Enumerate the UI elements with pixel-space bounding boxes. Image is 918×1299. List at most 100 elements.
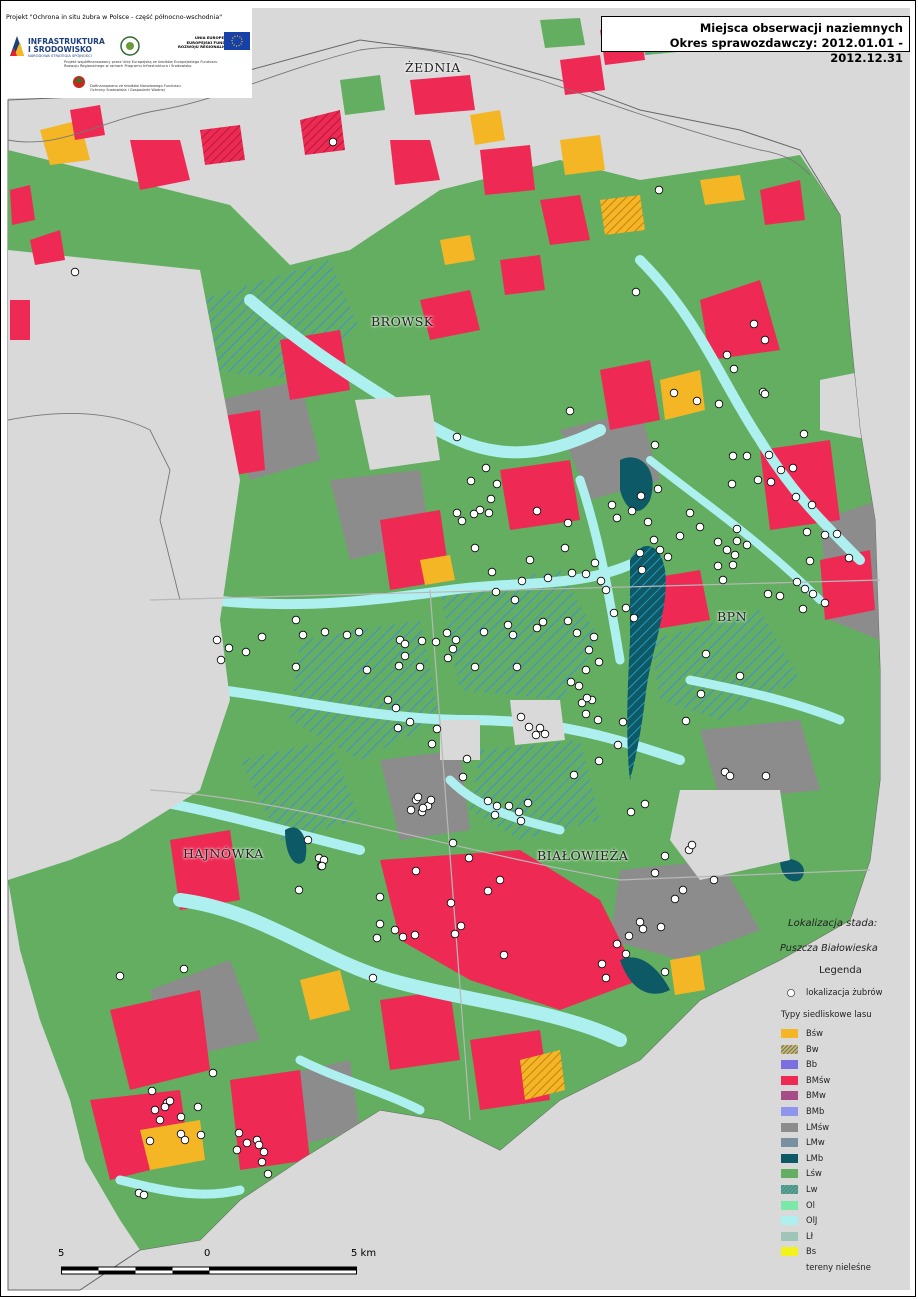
bison-location-point (180, 1135, 190, 1145)
bison-location-point (722, 350, 732, 360)
cofinance-text: Projekt współfinansowany przez Unię Euro… (64, 60, 218, 69)
bison-location-point (499, 950, 509, 960)
bison-location-point (776, 465, 786, 475)
map-title-box: Miejsca obserwacji naziemnych Okres spra… (601, 16, 910, 65)
bison-location-point (654, 185, 664, 195)
legend-item: Ol (781, 1199, 911, 1211)
bison-location-point (452, 508, 462, 518)
legend-swatch (781, 1169, 798, 1179)
bison-location-point (70, 267, 80, 277)
bison-location-point (567, 568, 577, 578)
bison-location-point (569, 770, 579, 780)
bison-dot-icon (787, 989, 795, 997)
bison-location-point (483, 886, 493, 896)
bison-location-point (375, 919, 385, 929)
bison-location-point (655, 545, 665, 555)
legend-label: Lł (806, 1230, 814, 1241)
bison-location-point (368, 973, 378, 983)
bison-location-point (147, 1086, 157, 1096)
bison-location-point (612, 513, 622, 523)
bison-location-point (298, 630, 308, 640)
legend-label: BMb (806, 1106, 825, 1116)
bison-location-point (732, 524, 742, 534)
bison-location-point (139, 1190, 149, 1200)
bison-location-point (753, 475, 763, 485)
bison-location-point (799, 429, 809, 439)
legend-swatch (781, 1138, 798, 1148)
bison-location-point (383, 695, 393, 705)
bison-location-point (448, 644, 458, 654)
bison-location-point (503, 620, 513, 630)
bison-location-point (462, 754, 472, 764)
bison-location-point (317, 861, 327, 871)
bison-location-point (406, 805, 416, 815)
legend-item: LMśw (781, 1121, 911, 1133)
legend-swatch (781, 1247, 798, 1257)
bison-location-point (413, 792, 423, 802)
bison-location-point (775, 591, 785, 601)
bison-location-point (469, 509, 479, 519)
bison-location-point (669, 388, 679, 398)
legend-item: BMw (781, 1089, 911, 1101)
bison-location-point (650, 868, 660, 878)
bison-location-point (800, 584, 810, 594)
bison-location-point (792, 577, 802, 587)
bison-location-point (582, 693, 592, 703)
bison-location-point (581, 569, 591, 579)
project-logo-box: Projekt "Ochrona in situ żubra w Polsce … (2, 8, 252, 98)
legend-item: LMb (781, 1152, 911, 1164)
bison-location-point (291, 615, 301, 625)
legend-swatch (781, 1075, 798, 1085)
legend-swatch (781, 1263, 798, 1272)
bison-location-point (405, 717, 415, 727)
bison-location-point (523, 798, 533, 808)
bison-location-point (417, 636, 427, 646)
legend-label: Bśw (806, 1028, 823, 1038)
scale-right-label: 5 km (351, 1248, 377, 1259)
bison-location-point (631, 287, 641, 297)
bison-location-point (543, 573, 553, 583)
bison-location-point (391, 703, 401, 713)
bison-location-point (291, 662, 301, 672)
bison-location-point (650, 440, 660, 450)
bison-location-point (594, 657, 604, 667)
bison-location-point (398, 932, 408, 942)
bison-location-point (538, 617, 548, 627)
bison-location-point (802, 527, 812, 537)
legend-item: Bs (781, 1245, 911, 1257)
bison-location-point (524, 722, 534, 732)
project-text: Projekt "Ochrona in situ żubra w Polsce … (6, 14, 223, 21)
bison-location-point (581, 665, 591, 675)
report-period: Okres sprawozdawczy: 2012.01.01 - 2012.1… (669, 36, 903, 65)
bison-location-point (636, 491, 646, 501)
bison-location-point (695, 522, 705, 532)
bison-location-point (618, 717, 628, 727)
bison-location-point (257, 632, 267, 642)
bison-location-point (450, 929, 460, 939)
bison-location-point (431, 637, 441, 647)
bison-location-point (574, 681, 584, 691)
bison-location-point (589, 632, 599, 642)
bison-location-point (514, 807, 524, 817)
bison-location-point (563, 616, 573, 626)
bison-location-point (685, 508, 695, 518)
bison-location-point (621, 949, 631, 959)
scale-left-label: 5 (58, 1248, 65, 1259)
habitat-types-title: Typy siedliskowe lasu (781, 1010, 872, 1020)
legend-label: LMw (806, 1137, 825, 1148)
bison-location-point (584, 645, 594, 655)
bison-location-point (593, 715, 603, 725)
bison-location-point (730, 550, 740, 560)
bison-location-point (798, 604, 808, 614)
bison-location-point (653, 484, 663, 494)
legend-label: LMśw (806, 1121, 830, 1132)
bison-location-point (766, 477, 776, 487)
bison-location-point (342, 630, 352, 640)
bison-location-point (458, 772, 468, 782)
infra-logo-icon (10, 36, 24, 56)
legend-item: Lł (781, 1230, 911, 1242)
bison-location-point (607, 500, 617, 510)
bison-location-point (294, 885, 304, 895)
bison-location-point (470, 543, 480, 553)
